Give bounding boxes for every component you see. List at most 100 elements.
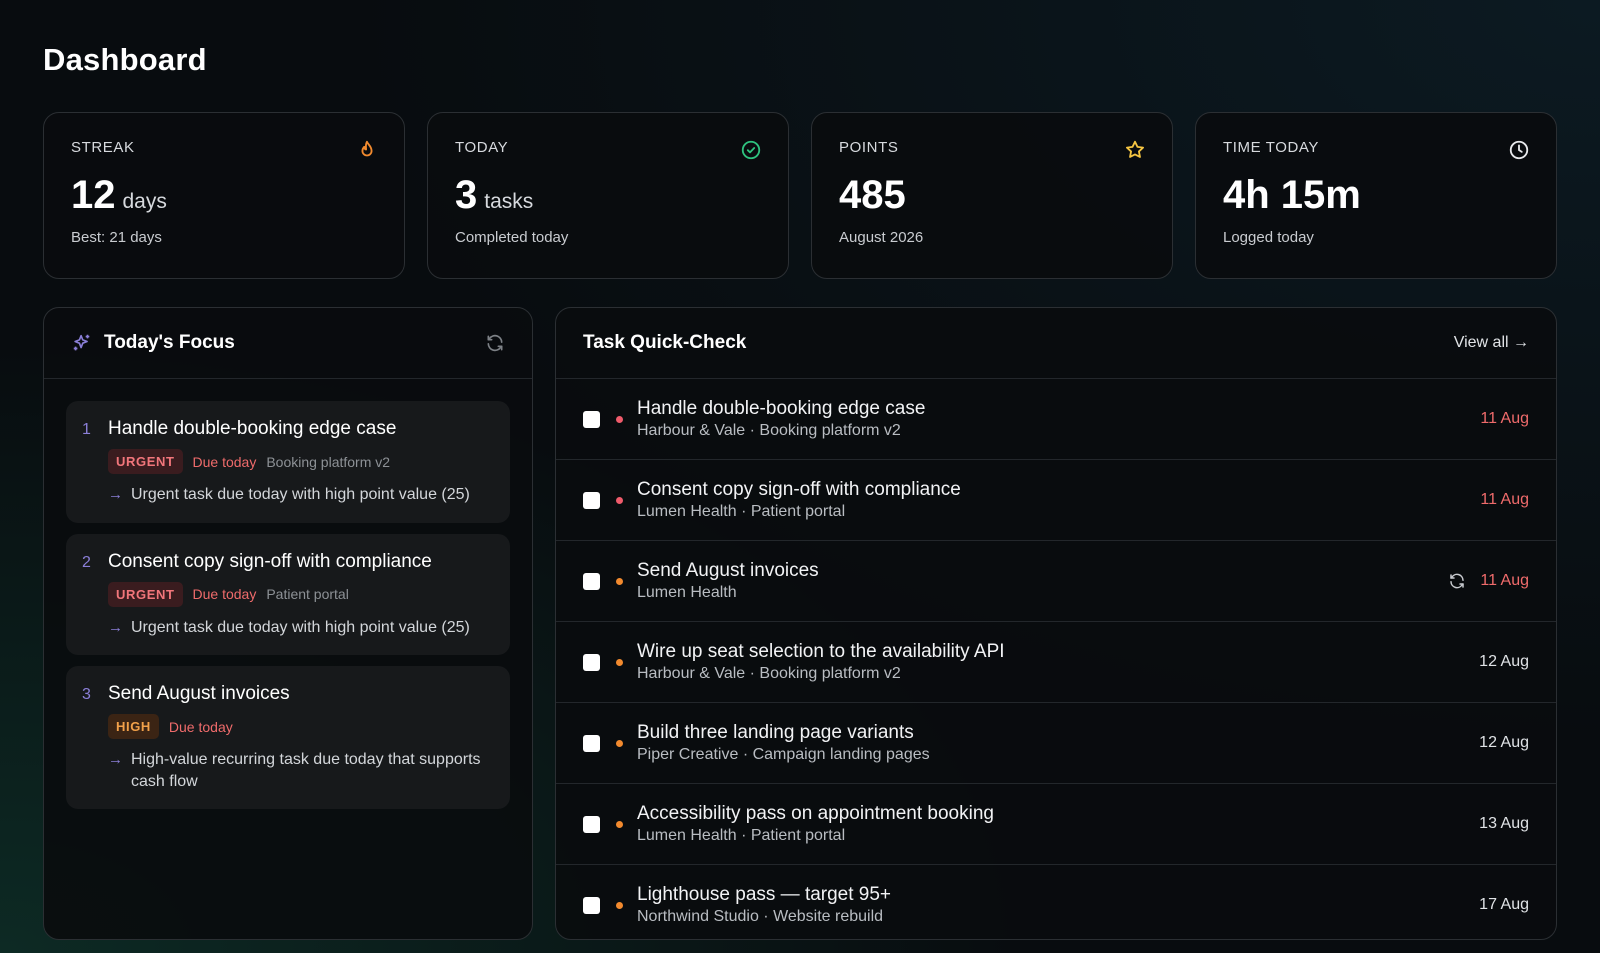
check-circle-icon	[741, 140, 761, 160]
stat-unit: days	[122, 190, 167, 213]
focus-reason: Urgent task due today with high point va…	[131, 486, 470, 503]
task-subtitle: Lumen Health	[637, 584, 737, 601]
task-due-date: 17 Aug	[1479, 896, 1529, 913]
task-row[interactable]: Accessibility pass on appointment bookin…	[556, 784, 1556, 865]
focus-item[interactable]: 2 Consent copy sign-off with compliance …	[66, 533, 510, 656]
arrow-right-icon: →	[108, 486, 123, 503]
stat-unit: tasks	[484, 190, 534, 213]
task-title: Build three landing page variants	[637, 722, 914, 743]
task-checkbox[interactable]	[583, 896, 600, 914]
task-checkbox[interactable]	[583, 572, 600, 590]
stat-subtext: August 2026	[839, 229, 924, 246]
page-title: Dashboard	[43, 42, 207, 77]
task-row[interactable]: Lighthouse pass — target 95+ Northwind St…	[556, 865, 1556, 939]
task-subtitle: Piper Creative · Campaign landing pages	[637, 746, 930, 763]
due-label: Due today	[192, 453, 257, 470]
task-row[interactable]: Wire up seat selection to the availabili…	[556, 622, 1556, 703]
task-subtitle: Harbour & Vale · Booking platform v2	[637, 422, 901, 439]
task-due-date: 11 Aug	[1480, 410, 1529, 427]
task-title: Consent copy sign-off with compliance	[637, 479, 961, 500]
focus-list: 1 Handle double-booking edge case URGENT…	[44, 379, 532, 831]
due-label: Due today	[192, 586, 257, 603]
stat-value: 4h 15m	[1223, 173, 1361, 217]
stat-card-points: POINTS 485 August 2026	[811, 112, 1173, 279]
focus-panel: Today's Focus 1 Handle double-booking ed…	[43, 307, 533, 940]
focus-title: Handle double-booking edge case	[108, 418, 397, 439]
task-subtitle: Lumen Health · Patient portal	[637, 503, 846, 520]
task-subtitle: Lumen Health · Patient portal	[637, 827, 846, 844]
stat-label: POINTS	[839, 139, 899, 156]
task-due-date: 12 Aug	[1479, 734, 1529, 751]
focus-reason: Urgent task due today with high point va…	[131, 618, 470, 636]
stat-card-time: TIME TODAY 4h 15m Logged today	[1195, 112, 1557, 279]
focus-title: Consent copy sign-off with compliance	[108, 550, 432, 572]
task-row[interactable]: Consent copy sign-off with compliance Lum…	[556, 460, 1556, 541]
focus-index: 1	[82, 421, 91, 438]
focus-item[interactable]: 3 Send August invoices HIGH Due today → …	[66, 666, 510, 810]
project-label: Patient portal	[266, 586, 349, 603]
focus-index: 3	[82, 686, 91, 704]
priority-badge: URGENT	[108, 449, 183, 474]
task-checkbox[interactable]	[583, 815, 600, 833]
stat-subtext: Best: 21 days	[71, 229, 162, 246]
task-checkbox[interactable]	[583, 653, 600, 671]
due-label: Due today	[168, 718, 233, 735]
task-row[interactable]: Handle double-booking edge case Harbour &…	[556, 379, 1556, 460]
arrow-right-icon: →	[108, 618, 123, 636]
stat-subtext: Logged today	[1223, 229, 1314, 246]
task-title: Accessibility pass on appointment bookin…	[637, 803, 994, 824]
refresh-icon[interactable]	[485, 333, 505, 353]
sparkles-icon	[73, 334, 90, 351]
priority-dot	[616, 820, 623, 828]
stat-label: TIME TODAY	[1223, 139, 1320, 156]
focus-item[interactable]: 1 Handle double-booking edge case URGENT…	[66, 401, 510, 523]
task-title: Handle double-booking edge case	[637, 398, 926, 419]
recurring-icon	[1450, 573, 1465, 589]
task-panel-title: Task Quick-Check	[583, 332, 747, 353]
priority-dot	[616, 415, 623, 423]
task-checkbox[interactable]	[583, 491, 600, 509]
stat-value: 12	[71, 173, 116, 217]
task-subtitle: Northwind Studio · Website rebuild	[637, 908, 884, 925]
stat-card-streak: STREAK 12 days Best: 21 days	[43, 112, 405, 279]
task-due-date: 11 Aug	[1480, 491, 1529, 508]
stat-subtext: Completed today	[455, 229, 569, 246]
priority-dot	[616, 496, 623, 504]
task-row[interactable]: Build three landing page variants Piper C…	[556, 703, 1556, 784]
task-due-date: 13 Aug	[1479, 815, 1529, 832]
stat-card-today: TODAY 3 tasks Completed today	[427, 112, 789, 279]
task-checkbox[interactable]	[583, 734, 600, 752]
focus-title: Send August invoices	[108, 683, 290, 705]
flame-icon	[361, 140, 373, 157]
priority-dot	[616, 901, 623, 909]
task-panel: Task Quick-Check View all → Handle doubl…	[555, 307, 1557, 940]
focus-panel-header: Today's Focus	[44, 308, 532, 379]
priority-dot	[616, 577, 623, 585]
priority-dot	[616, 739, 623, 747]
arrow-right-icon: →	[108, 751, 123, 769]
task-subtitle: Harbour & Vale · Booking platform v2	[637, 665, 901, 682]
stat-value: 485	[839, 173, 906, 217]
stat-label: TODAY	[455, 139, 509, 156]
task-checkbox[interactable]	[583, 410, 600, 428]
task-title: Lighthouse pass — target 95+	[637, 884, 892, 905]
star-icon	[1126, 140, 1144, 158]
task-title: Send August invoices	[637, 560, 819, 581]
priority-dot	[616, 658, 623, 666]
task-row[interactable]: Send August invoices Lumen Health 11 Aug	[556, 541, 1556, 622]
stat-value: 3	[455, 173, 478, 217]
view-all-link[interactable]: View all →	[1453, 334, 1529, 351]
task-title: Wire up seat selection to the availabili…	[637, 641, 1005, 662]
clock-icon	[1509, 140, 1529, 160]
focus-reason: High-value recurring task due today that…	[131, 751, 481, 790]
project-label: Booking platform v2	[266, 453, 391, 470]
task-due-date: 12 Aug	[1479, 653, 1529, 670]
priority-badge: HIGH	[108, 714, 159, 740]
task-due-date: 11 Aug	[1480, 572, 1529, 589]
stat-label: STREAK	[71, 139, 135, 156]
task-panel-header: Task Quick-Check View all →	[556, 308, 1556, 379]
priority-badge: URGENT	[108, 581, 183, 607]
task-list: Handle double-booking edge case Harbour &…	[556, 379, 1556, 939]
focus-panel-title: Today's Focus	[104, 332, 235, 353]
focus-index: 2	[82, 553, 91, 571]
